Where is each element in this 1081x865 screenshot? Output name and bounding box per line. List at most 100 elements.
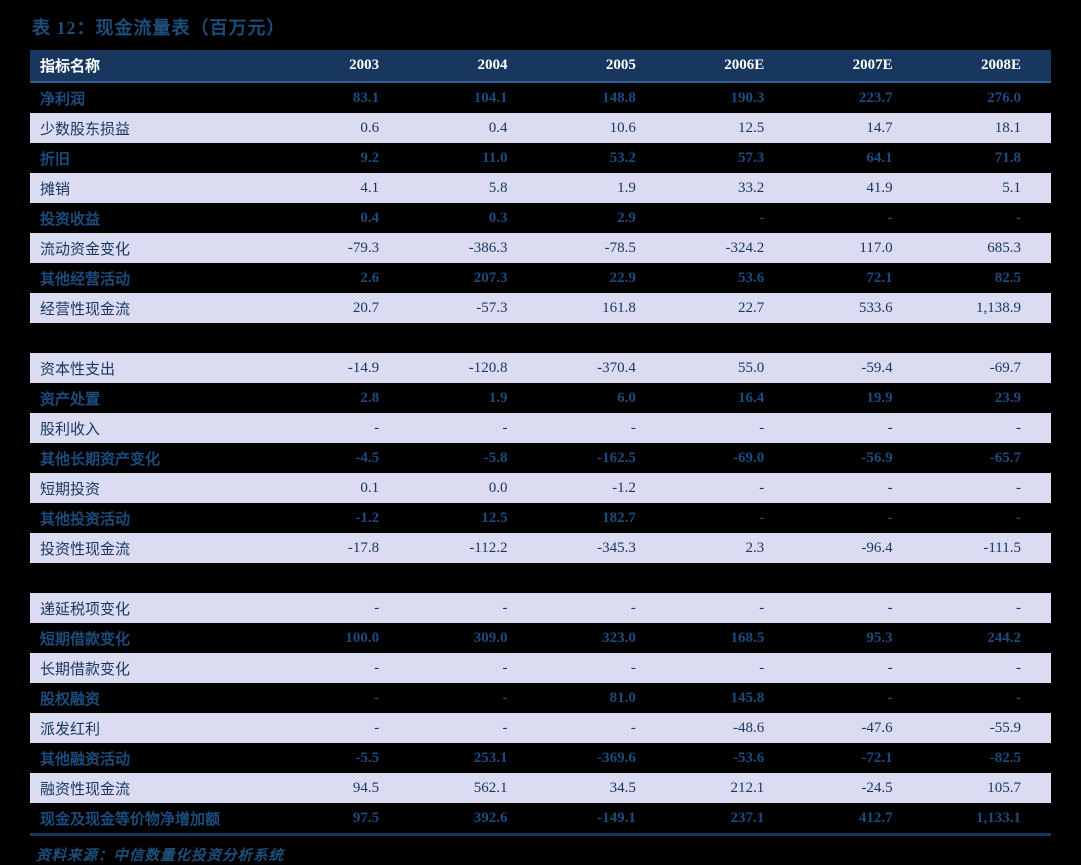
- row-label: 资本性支出: [30, 353, 281, 383]
- row-label: 折旧: [30, 143, 281, 173]
- cell-value: -: [409, 413, 538, 443]
- cell-value: 0.0: [409, 473, 538, 503]
- cell-value: [665, 323, 795, 353]
- cell-value: 207.3: [409, 263, 538, 293]
- table-row: 资本性支出 -14.9 -120.8 -370.4 55.0 -59.4 -69.7: [30, 353, 1051, 383]
- cell-value: -: [665, 503, 795, 533]
- cell-value: -65.7: [922, 443, 1051, 473]
- cell-value: [409, 323, 538, 353]
- table-title: 表 12：现金流量表（百万元）: [32, 18, 286, 38]
- header-year-2007e: 2007E: [794, 50, 923, 83]
- table-row: 少数股东损益 0.6 0.4 10.6 12.5 14.7 18.1: [30, 113, 1051, 143]
- row-label: 股利收入: [30, 413, 281, 443]
- cash-flow-table: 指标名称 2003 2004 2005 2006E 2007E 2008E 净利…: [30, 50, 1051, 836]
- table-row: 短期借款变化 100.0 309.0 323.0 168.5 95.3 244.2: [30, 623, 1051, 653]
- cell-value: -24.5: [794, 773, 923, 803]
- cell-value: 5.1: [922, 173, 1051, 203]
- cell-value: -: [794, 203, 923, 233]
- cell-value: -82.5: [922, 743, 1051, 773]
- cell-value: 392.6: [409, 803, 538, 835]
- cell-value: 10.6: [537, 113, 666, 143]
- cell-value: 145.8: [665, 683, 795, 713]
- row-label: 少数股东损益: [30, 113, 281, 143]
- cell-value: -59.4: [794, 353, 923, 383]
- cell-value: 57.3: [665, 143, 795, 173]
- cell-value: -53.6: [665, 743, 795, 773]
- cell-value: -: [922, 473, 1051, 503]
- cell-value: 562.1: [409, 773, 538, 803]
- cell-value: -96.4: [794, 533, 923, 563]
- cell-value: -1.2: [537, 473, 666, 503]
- cell-value: 5.8: [409, 173, 538, 203]
- header-year-2008e: 2008E: [922, 50, 1051, 83]
- row-label: 其他投资活动: [30, 503, 281, 533]
- cell-value: -14.9: [280, 353, 410, 383]
- cell-value: [665, 563, 795, 593]
- table-row: 融资性现金流 94.5 562.1 34.5 212.1 -24.5 105.7: [30, 773, 1051, 803]
- cell-value: -: [922, 203, 1051, 233]
- cell-value: 33.2: [665, 173, 795, 203]
- cell-value: 685.3: [922, 233, 1051, 263]
- cell-value: 148.8: [537, 82, 666, 113]
- cell-value: -47.6: [794, 713, 923, 743]
- cell-value: -: [794, 503, 923, 533]
- cell-value: 22.7: [665, 293, 795, 323]
- table-row: 其他投资活动 -1.2 12.5 182.7- - -: [30, 503, 1051, 533]
- cell-value: -1.2: [280, 503, 410, 533]
- cell-value: -: [280, 713, 410, 743]
- cell-value: 0.6: [280, 113, 410, 143]
- cell-value: 14.7: [794, 113, 923, 143]
- row-label: 净利润: [30, 82, 281, 113]
- cell-value: -: [537, 653, 666, 683]
- table-row: 其他融资活动 -5.5 253.1 -369.6 -53.6 -72.1 -82.5: [30, 743, 1051, 773]
- row-label: 其他融资活动: [30, 743, 281, 773]
- table-row: 经营性现金流 20.7 -57.3 161.8 22.7 533.6 1,138.9: [30, 293, 1051, 323]
- cell-value: 168.5: [665, 623, 795, 653]
- cell-value: -79.3: [280, 233, 410, 263]
- row-label: 资产处置: [30, 383, 281, 413]
- cell-value: -69.0: [665, 443, 795, 473]
- cell-value: 276.0: [922, 82, 1051, 113]
- cell-value: 0.1: [280, 473, 410, 503]
- table-row: 投资收益 0.4 0.3 2.9- - -: [30, 203, 1051, 233]
- cell-value: -162.5: [537, 443, 666, 473]
- cell-value: 97.5: [280, 803, 410, 835]
- cell-value: -: [922, 683, 1051, 713]
- table-row: 其他长期资产变化 -4.5 -5.8 -162.5 -69.0 -56.9 -65.7: [30, 443, 1051, 473]
- cell-value: -56.9: [794, 443, 923, 473]
- row-label: 递延税项变化: [30, 593, 281, 623]
- cell-value: 71.8: [922, 143, 1051, 173]
- cell-value: -: [794, 413, 923, 443]
- cell-value: -324.2: [665, 233, 795, 263]
- cell-value: 16.4: [665, 383, 795, 413]
- cell-value: 18.1: [922, 113, 1051, 143]
- cell-value: 9.2: [280, 143, 410, 173]
- cell-value: -: [794, 593, 923, 623]
- table-row: 净利润 83.1 104.1 148.8 190.3 223.7 276.0: [30, 82, 1051, 113]
- cell-value: [922, 563, 1051, 593]
- cell-value: -: [794, 653, 923, 683]
- source-note: 资料来源：中信数量化投资分析系统: [36, 848, 284, 864]
- row-label: [30, 323, 281, 353]
- row-label: 其他长期资产变化: [30, 443, 281, 473]
- cell-value: -111.5: [922, 533, 1051, 563]
- row-label: 融资性现金流: [30, 773, 281, 803]
- cell-value: 117.0: [794, 233, 923, 263]
- table-row: 股权融资 - -81.0 145.8- -: [30, 683, 1051, 713]
- cell-value: 182.7: [537, 503, 666, 533]
- cell-value: [537, 563, 666, 593]
- cell-value: 1,133.1: [922, 803, 1051, 835]
- row-label: 投资收益: [30, 203, 281, 233]
- cell-value: -369.6: [537, 743, 666, 773]
- cell-value: -386.3: [409, 233, 538, 263]
- row-label: 股权融资: [30, 683, 281, 713]
- cell-value: 55.0: [665, 353, 795, 383]
- header-indicator-name: 指标名称: [30, 50, 281, 83]
- cell-value: 2.9: [537, 203, 666, 233]
- cell-value: -: [922, 413, 1051, 443]
- cell-value: 100.0: [280, 623, 410, 653]
- cell-value: 81.0: [537, 683, 666, 713]
- cell-value: 533.6: [794, 293, 923, 323]
- table-row: 股利收入 - - - - - -: [30, 413, 1051, 443]
- cell-value: 34.5: [537, 773, 666, 803]
